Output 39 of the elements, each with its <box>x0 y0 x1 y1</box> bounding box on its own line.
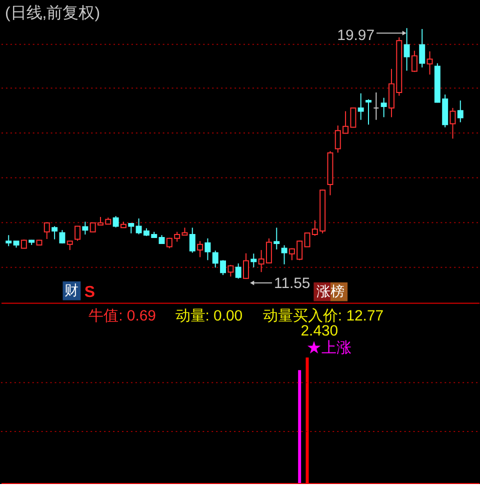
candlestick <box>74 225 81 242</box>
candlestick <box>112 216 119 228</box>
annotation: 11.55 <box>274 274 310 292</box>
chart-title: (日线,前复权) <box>4 4 100 22</box>
candlestick <box>281 244 288 265</box>
candlestick <box>235 262 242 280</box>
candlestick <box>373 92 380 120</box>
candlestick <box>44 222 50 240</box>
candlestick <box>250 253 257 268</box>
candlestick <box>419 28 426 68</box>
text: 动量: 0.00 <box>175 308 243 325</box>
candlestick <box>404 28 410 72</box>
text: ★上涨 <box>306 340 352 357</box>
candlestick <box>358 92 364 120</box>
candlestick <box>6 234 12 247</box>
annotation: 财 <box>64 282 79 298</box>
annotation: 19.97 <box>337 27 374 44</box>
text: 动量买入价: 12.77 <box>262 308 384 325</box>
candlestick <box>204 238 211 261</box>
candlestick <box>380 97 387 118</box>
candlestick <box>304 232 310 248</box>
candlestick <box>274 227 280 250</box>
candlestick <box>66 240 73 251</box>
annotation: 涨榜 <box>316 282 345 299</box>
candlestick <box>228 264 234 278</box>
candlestick <box>52 226 58 240</box>
candlestick <box>189 227 196 254</box>
candlestick <box>59 230 66 244</box>
candlestick <box>366 98 372 126</box>
candlestick <box>426 50 433 76</box>
candlestick <box>457 100 464 123</box>
candlestick <box>243 252 249 280</box>
text: 牛值: 0.69 <box>88 308 156 325</box>
candlestick <box>411 50 418 72</box>
candlestick <box>82 221 88 236</box>
candlestick <box>197 240 204 258</box>
candlestick <box>450 107 456 140</box>
annotation: S <box>84 284 95 301</box>
text: 2.430 <box>300 322 338 340</box>
